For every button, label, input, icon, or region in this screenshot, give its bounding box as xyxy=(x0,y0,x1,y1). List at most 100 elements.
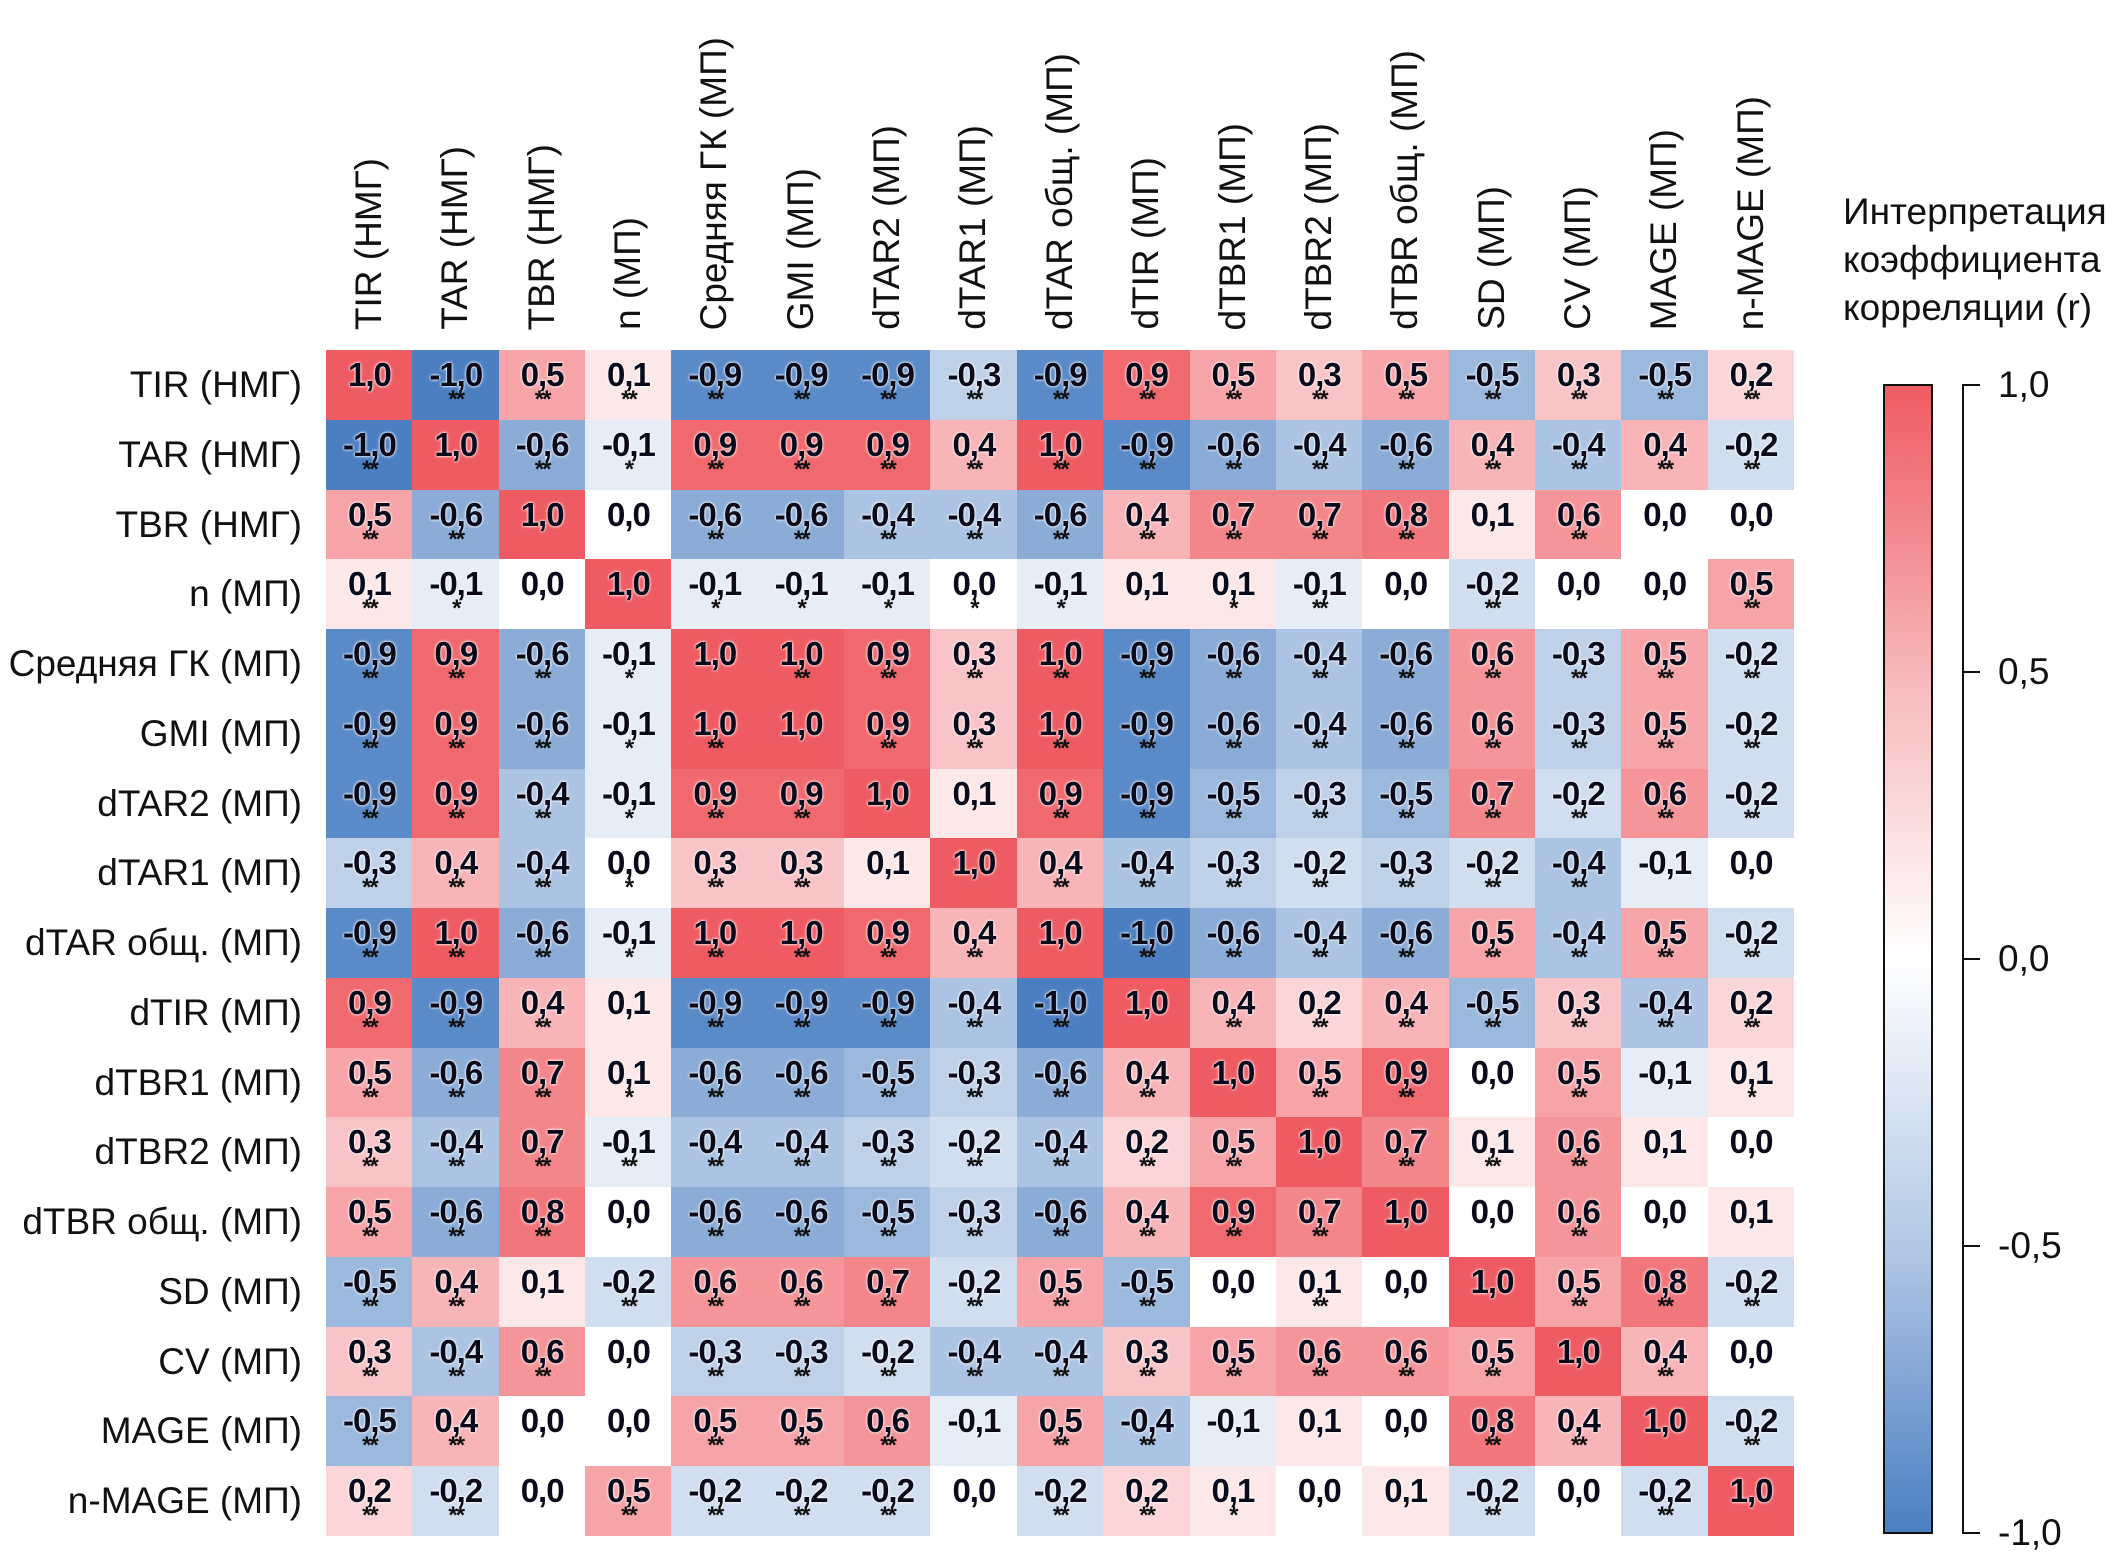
significance-stars: ** xyxy=(966,1223,984,1251)
cell-value: 0,5 xyxy=(1211,1123,1256,1161)
significance-stars: * xyxy=(624,874,634,902)
significance-stars: ** xyxy=(1743,455,1761,483)
significance-stars: ** xyxy=(880,665,897,693)
heatmap-cell: 0,1 xyxy=(1621,1117,1709,1188)
colorbar-tick xyxy=(1962,671,1980,673)
cell-value: -0,4 xyxy=(1033,1332,1088,1370)
cell-value: -0,6 xyxy=(1033,1193,1088,1231)
significance-stars: ** xyxy=(1139,1362,1156,1390)
cell-value: -0,2 xyxy=(1724,704,1779,742)
heatmap-cell: 0,6 ** xyxy=(671,1256,759,1328)
significance-stars: ** xyxy=(966,386,984,413)
heatmap-cell: -0,2 ** xyxy=(585,1256,672,1328)
heatmap-cell: -0,9 ** xyxy=(326,768,413,839)
significance-stars: ** xyxy=(793,1013,811,1041)
heatmap-cell: -0,2 ** xyxy=(1707,419,1795,490)
significance-stars: ** xyxy=(1311,455,1329,483)
cell-value: -1,0 xyxy=(1120,914,1174,952)
heatmap-cell: 0,5 ** xyxy=(1189,350,1277,421)
heatmap-cell: -0,5 ** xyxy=(1448,977,1536,1049)
heatmap-cell: 0,9 ** xyxy=(757,419,845,490)
cell-value: -0,2 xyxy=(1465,1472,1520,1510)
heatmap-cell: 0,8 ** xyxy=(498,1187,586,1258)
cell-value: -0,6 xyxy=(1033,495,1088,533)
significance-stars: * xyxy=(1229,595,1238,623)
cell-value: 0,0 xyxy=(607,844,651,882)
colorbar-tick xyxy=(1962,958,1980,960)
significance-stars: ** xyxy=(1311,665,1329,693)
significance-stars: ** xyxy=(1571,1432,1588,1460)
significance-stars: ** xyxy=(793,1223,811,1251)
cell-value: 0,6 xyxy=(1643,774,1687,812)
significance-stars: ** xyxy=(1139,1432,1156,1460)
significance-stars: ** xyxy=(1657,1362,1674,1390)
cell-value: -0,1 xyxy=(1206,1402,1261,1440)
significance-stars: ** xyxy=(1311,1292,1329,1320)
significance-stars: ** xyxy=(362,1502,379,1530)
significance-stars: ** xyxy=(1225,525,1243,553)
cell-value: 0,5 xyxy=(1470,914,1515,952)
heatmap-cell: 0,0 xyxy=(1362,559,1450,630)
significance-stars: ** xyxy=(707,386,724,413)
significance-stars: * xyxy=(624,804,634,832)
cell-value: 0,5 xyxy=(1211,1332,1256,1370)
significance-stars: ** xyxy=(1225,874,1243,902)
column-label: dTAR1 (МП) xyxy=(952,125,994,330)
heatmap-cell: -0,4 ** xyxy=(412,1326,500,1397)
heatmap-cell: 0,5 ** xyxy=(1707,559,1795,630)
heatmap-cell: 0,3 ** xyxy=(326,1326,413,1397)
significance-stars: ** xyxy=(1139,944,1156,972)
cell-value: -0,5 xyxy=(342,1262,397,1300)
significance-stars: ** xyxy=(793,1153,811,1181)
significance-stars: ** xyxy=(793,386,811,413)
heatmap-cell: 0,9 ** xyxy=(412,768,500,839)
row-label: dTAR2 (МП) xyxy=(97,782,302,824)
heatmap-cell: -0,4 ** xyxy=(1275,698,1363,770)
significance-stars: ** xyxy=(362,595,379,623)
cell-value: -0,9 xyxy=(1120,425,1174,463)
significance-stars: ** xyxy=(448,1013,465,1041)
heatmap-cell: -0,2 ** xyxy=(412,1466,500,1537)
heatmap-cell: -0,4 ** xyxy=(1103,838,1191,909)
column-label: TAR (НМГ) xyxy=(434,146,476,330)
row-label: dTBR1 (МП) xyxy=(94,1061,303,1103)
cell-value: 1,0 xyxy=(1038,914,1083,952)
significance-stars: ** xyxy=(1311,595,1329,623)
heatmap-cell: -0,2 ** xyxy=(1448,1466,1536,1537)
significance-stars: ** xyxy=(448,1362,465,1390)
heatmap-cell: -0,4 ** xyxy=(1275,629,1363,700)
significance-stars: ** xyxy=(534,1013,552,1041)
significance-stars: ** xyxy=(793,455,811,483)
cell-value: -0,3 xyxy=(861,1123,915,1161)
cell-value: 1,0 xyxy=(1211,1053,1256,1091)
significance-stars: ** xyxy=(1139,1083,1156,1111)
heatmap-cell: 0,1 ** xyxy=(326,559,413,630)
cell-value: 0,1 xyxy=(1643,1123,1687,1161)
significance-stars: ** xyxy=(1311,525,1329,553)
cell-value: 0,4 xyxy=(520,983,565,1021)
cell-value: 1,0 xyxy=(1297,1123,1342,1161)
heatmap-cell: 1,0 xyxy=(326,350,413,421)
cell-value: 0,0 xyxy=(1643,495,1687,533)
significance-stars: ** xyxy=(707,1153,724,1181)
significance-stars: ** xyxy=(448,1083,465,1111)
colorbar-tick xyxy=(1962,384,1980,386)
cell-value: -0,9 xyxy=(774,356,829,393)
cell-value: 0,0 xyxy=(1470,1053,1515,1091)
significance-stars: ** xyxy=(448,1223,465,1251)
heatmap-cell: -0,3 ** xyxy=(930,350,1018,421)
cell-value: 0,1 xyxy=(1470,495,1515,533)
heatmap-cell: 0,6 ** xyxy=(1448,629,1536,700)
heatmap-cell: -0,4 ** xyxy=(412,1117,500,1188)
colorbar-tick-label: -0,5 xyxy=(1998,1225,2062,1266)
row-label: dTAR1 (МП) xyxy=(97,852,302,894)
cell-value: 0,3 xyxy=(952,704,996,742)
heatmap-cell: 1,0 ** xyxy=(1016,698,1104,770)
heatmap-cell: -1,0 ** xyxy=(326,419,413,490)
cell-value: 0,3 xyxy=(347,1123,392,1161)
significance-stars: ** xyxy=(1398,734,1415,762)
significance-stars: ** xyxy=(1571,386,1588,413)
cell-value: -0,1 xyxy=(1638,844,1692,882)
significance-stars: ** xyxy=(880,386,897,413)
heatmap-cell: 0,3 ** xyxy=(671,838,759,909)
